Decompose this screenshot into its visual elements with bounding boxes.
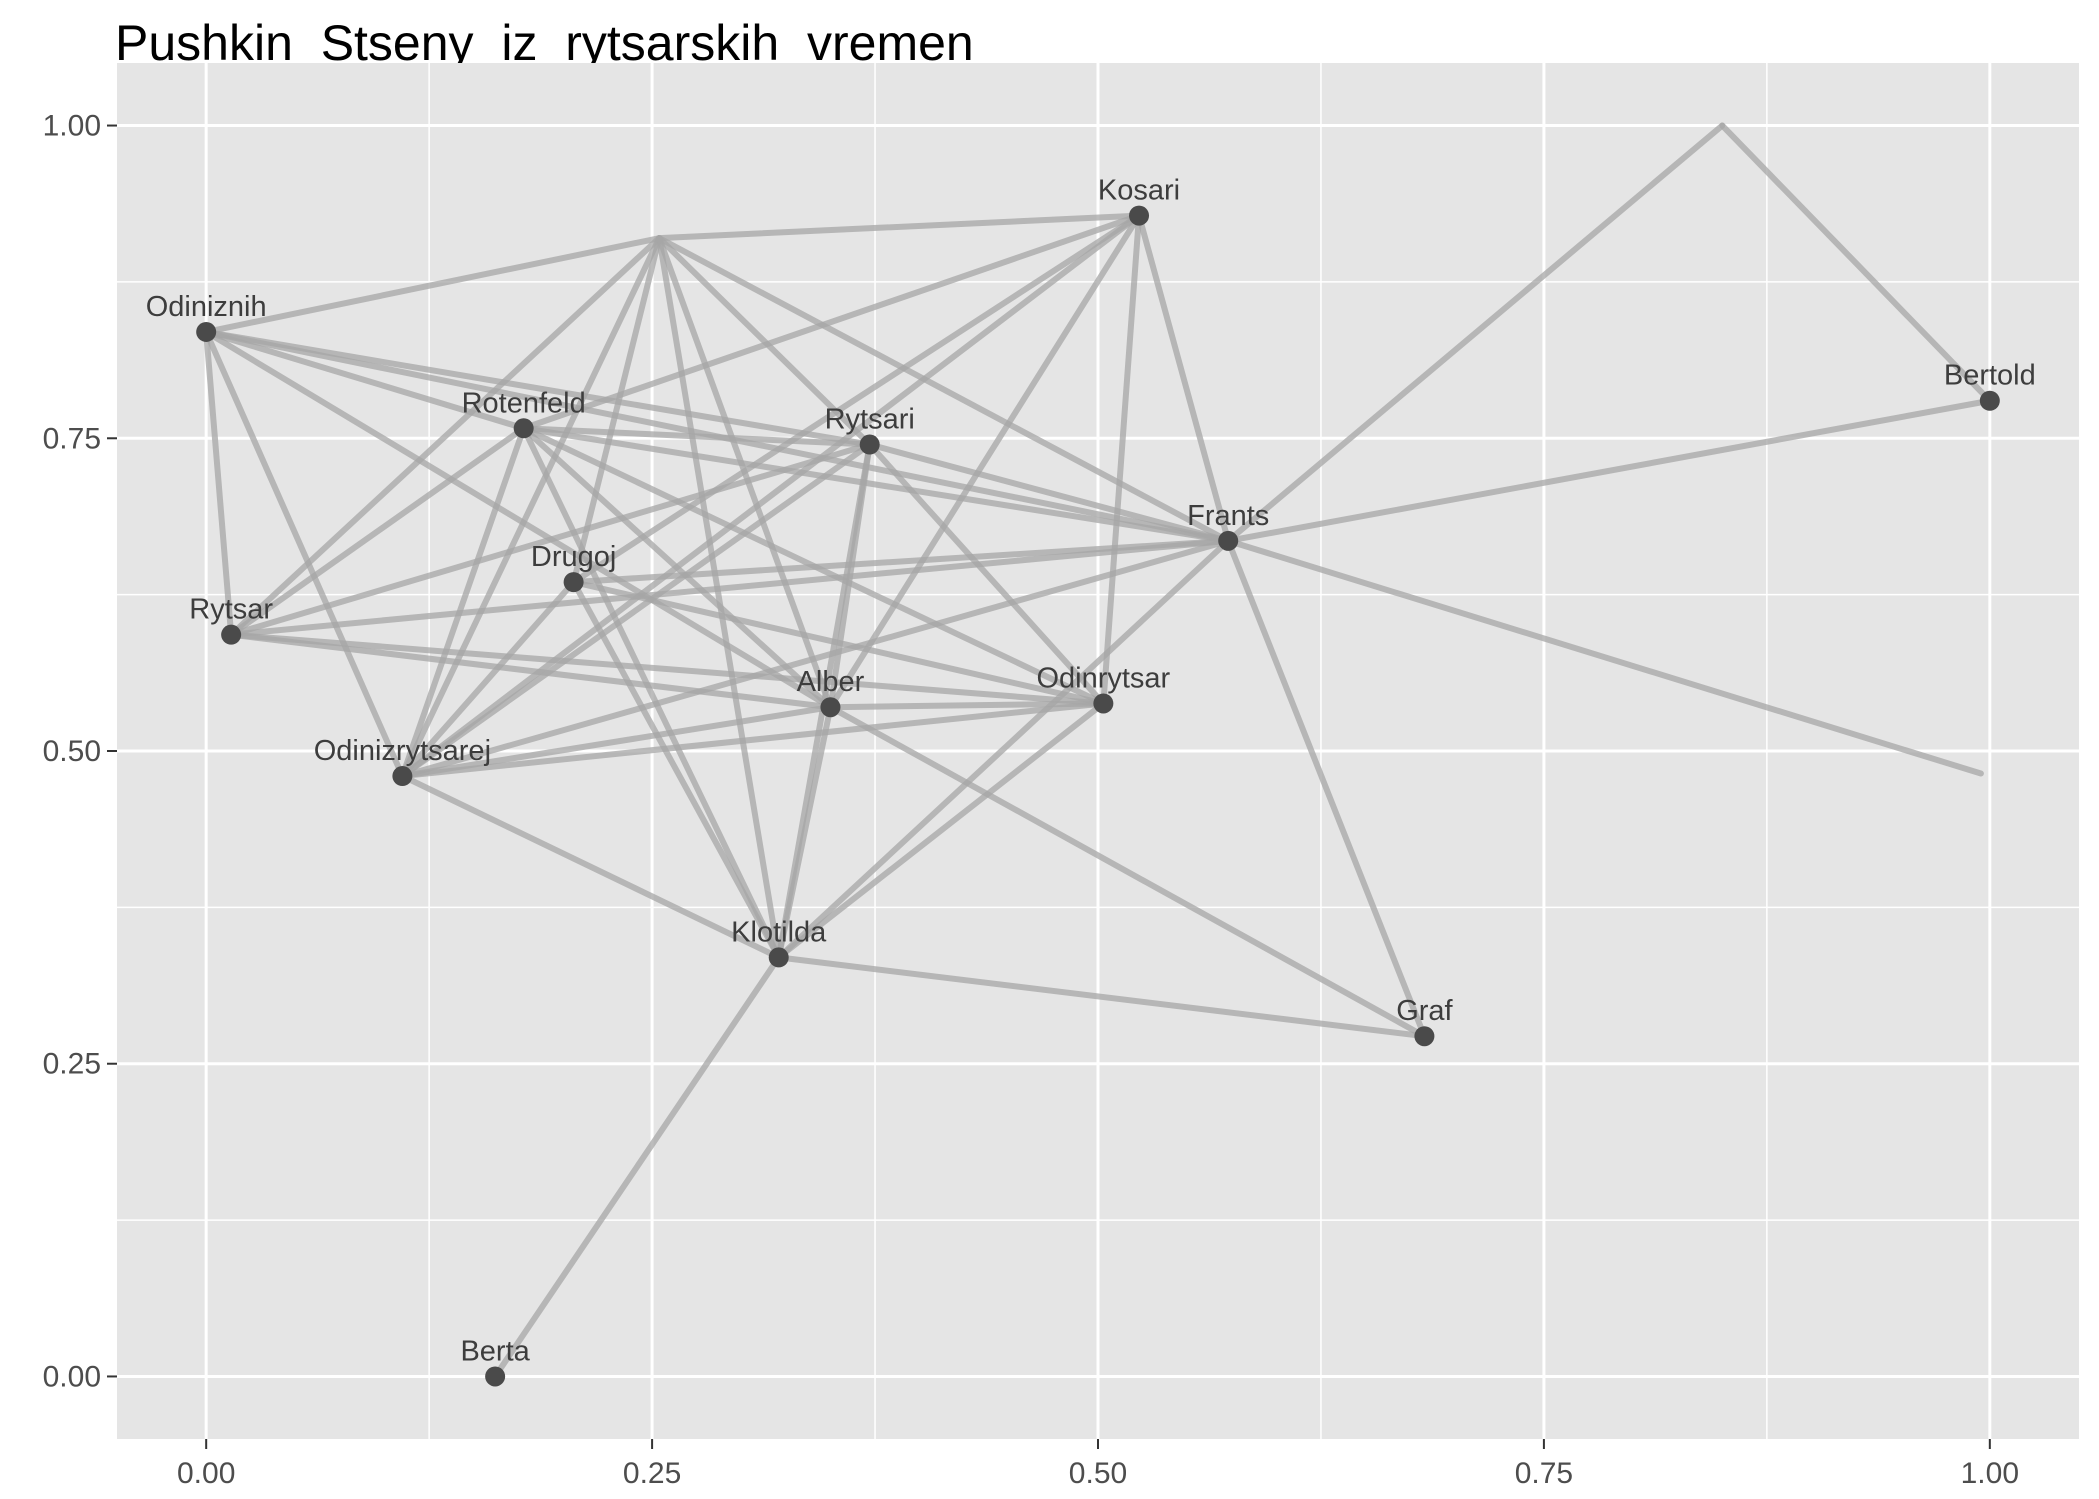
edge-line [656, 235, 1232, 544]
edge-line [775, 704, 834, 961]
node-label-layer: Kosari Odiniznih Bertold Rotenfeld Rytsari Fr… [146, 175, 2036, 1368]
x-tick-label: 0.00 [177, 1457, 235, 1490]
edge-line [203, 328, 527, 432]
edge-line [520, 212, 1143, 432]
edge-line [228, 537, 1232, 638]
edge-line [1100, 212, 1143, 707]
y-axis: 0.00 0.25 0.50 0.75 1.00 [43, 110, 117, 1393]
edge-line [570, 235, 663, 586]
node-point [820, 697, 841, 718]
node-point [1218, 530, 1239, 551]
node-label: Berta [460, 1335, 530, 1367]
edge-line [228, 631, 834, 711]
node-point [1129, 205, 1150, 226]
node-point [485, 1366, 506, 1387]
node-label: Alber [797, 666, 865, 698]
node-point [1979, 390, 2000, 411]
edge-line [203, 235, 663, 335]
edge-line [1719, 122, 1993, 404]
node-label: Rytsar [189, 594, 273, 626]
edge-line [399, 235, 663, 780]
edge-line [656, 212, 1143, 242]
edge-line [399, 537, 1232, 780]
edge-line [203, 328, 873, 448]
node-label: Graf [1396, 995, 1453, 1027]
edge-line [399, 441, 873, 780]
edge-line [656, 235, 782, 961]
edge-line [1136, 212, 1232, 544]
node-label: Klotilda [731, 916, 827, 948]
node-label: Odiniznih [146, 291, 267, 323]
y-tick-label: 0.75 [43, 422, 101, 455]
y-tick-label: 0.00 [43, 1360, 101, 1393]
y-tick-label: 0.25 [43, 1048, 101, 1081]
edge-line [399, 700, 1107, 780]
edge-line [203, 328, 406, 780]
edge-line [827, 212, 1143, 711]
edge-line [492, 954, 782, 1380]
node-label: Frants [1187, 500, 1269, 532]
edge-line [203, 328, 834, 711]
edge-line [866, 441, 1107, 707]
edge-layer [203, 122, 1993, 1380]
edge-line [827, 704, 1428, 1040]
edge-line [399, 704, 834, 780]
node-label: Kosari [1098, 175, 1180, 207]
node-point [196, 321, 217, 342]
edge-line [399, 425, 527, 780]
edge-line [520, 425, 873, 448]
node-label: Rytsari [825, 404, 915, 436]
x-tick-label: 0.50 [1069, 1457, 1127, 1490]
edge-line [570, 212, 1143, 586]
edge-line [228, 425, 527, 638]
node-label: Odinrytsar [1036, 662, 1170, 694]
x-tick-label: 0.25 [623, 1457, 681, 1490]
y-tick-label: 0.50 [43, 735, 101, 768]
edge-line [1225, 537, 1984, 777]
node-point [859, 434, 880, 455]
edge-line [399, 212, 1143, 780]
edge-line [775, 954, 1428, 1040]
edge-line [1225, 537, 1428, 1040]
node-label: Drugoj [531, 541, 616, 573]
node-point [1093, 693, 1114, 714]
node-label: Bertold [1944, 360, 2036, 392]
node-point [563, 572, 584, 593]
edge-line [228, 235, 663, 638]
node-point [221, 624, 242, 645]
edge-line [520, 425, 1232, 544]
chart-title: Pushkin_Stseny_iz_rytsarskih_vremen [115, 15, 974, 71]
edge-line [399, 773, 782, 961]
node-label: Odinizrytsarej [314, 735, 491, 767]
node-point [513, 418, 534, 439]
edge-line [866, 441, 1232, 544]
y-tick-label: 1.00 [43, 110, 101, 143]
edge-line [570, 537, 1232, 586]
edge-line [520, 425, 782, 961]
edge-line [1225, 397, 1993, 544]
node-point [768, 947, 789, 968]
node-point [392, 766, 413, 787]
x-tick-label: 1.00 [1961, 1457, 2019, 1490]
edge-line [570, 579, 782, 961]
x-tick-label: 0.75 [1515, 1457, 1573, 1490]
node-point [1414, 1026, 1435, 1047]
edge-line [520, 425, 834, 711]
edge-line [775, 700, 1107, 961]
node-label: Rotenfeld [462, 387, 586, 419]
edge-line [228, 631, 1107, 707]
edge-line [827, 700, 1107, 711]
edge-line [570, 579, 1107, 707]
edge-line [775, 537, 1232, 961]
edge-line [399, 579, 577, 780]
edge-line [203, 328, 235, 638]
x-axis: 0.00 0.25 0.50 0.75 1.00 [177, 1439, 2019, 1490]
edge-line [1225, 122, 1726, 544]
node-layer [196, 205, 2000, 1387]
edge-line [228, 441, 873, 638]
